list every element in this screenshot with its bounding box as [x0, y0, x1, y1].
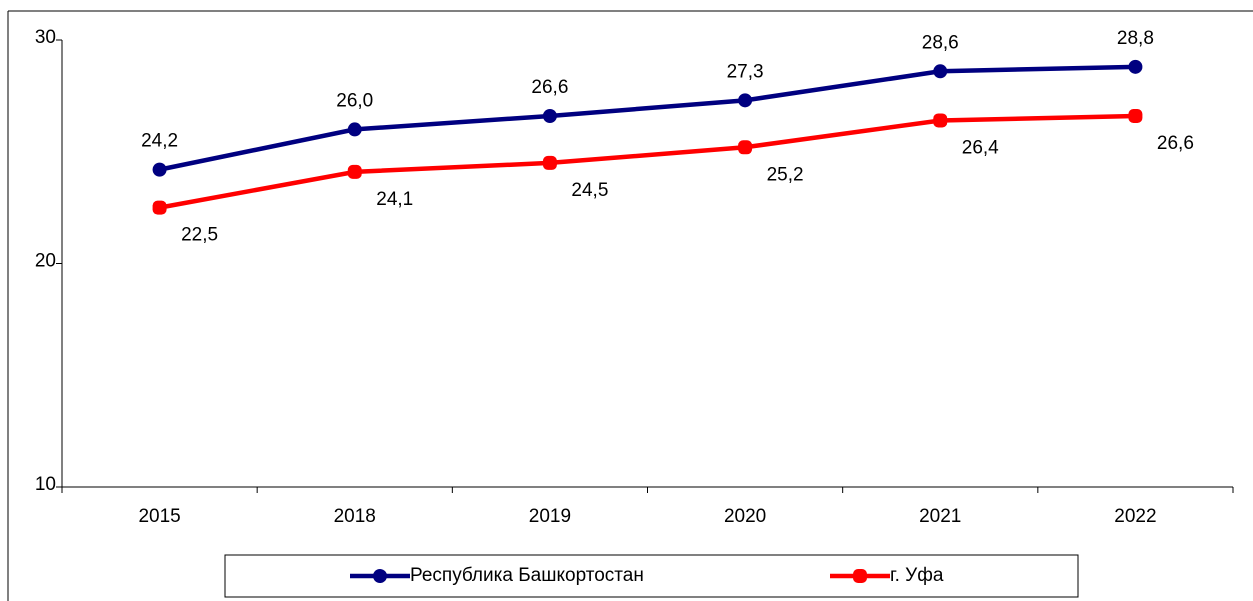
marker [933, 113, 948, 128]
legend-marker [373, 569, 387, 583]
marker [542, 155, 557, 170]
x-tick-label: 2022 [1114, 506, 1156, 527]
marker [738, 140, 753, 155]
marker [152, 162, 167, 177]
legend-label: г. Уфа [890, 565, 944, 586]
data-label: 25,2 [767, 164, 804, 185]
data-label: 26,6 [1157, 133, 1194, 154]
marker [1128, 108, 1143, 123]
data-label: 28,8 [1117, 28, 1154, 49]
legend-label: Республика Башкортостан [410, 565, 644, 586]
series-line [159, 113, 1136, 210]
y-tick-label: 20 [35, 251, 56, 272]
data-label: 24,2 [141, 131, 178, 152]
data-label: 22,5 [181, 225, 218, 246]
marker [1128, 59, 1143, 74]
data-label: 24,5 [571, 180, 608, 201]
marker [347, 122, 362, 137]
marker [738, 93, 753, 108]
data-label: 27,3 [727, 61, 764, 82]
series-line [159, 64, 1136, 172]
legend-marker [853, 569, 867, 583]
data-label: 28,6 [922, 32, 959, 53]
data-label: 24,1 [376, 189, 413, 210]
x-tick-label: 2015 [138, 506, 180, 527]
x-tick-label: 2020 [724, 506, 766, 527]
x-tick-label: 2021 [919, 506, 961, 527]
data-label: 26,0 [336, 90, 373, 111]
x-tick-label: 2018 [334, 506, 376, 527]
y-tick-label: 30 [35, 27, 56, 48]
x-tick-label: 2019 [529, 506, 571, 527]
y-tick-label: 10 [35, 474, 56, 495]
marker [542, 108, 557, 123]
data-label: 26,6 [531, 77, 568, 98]
marker [152, 200, 167, 215]
marker [933, 64, 948, 79]
data-label: 26,4 [962, 137, 999, 158]
marker [347, 164, 362, 179]
